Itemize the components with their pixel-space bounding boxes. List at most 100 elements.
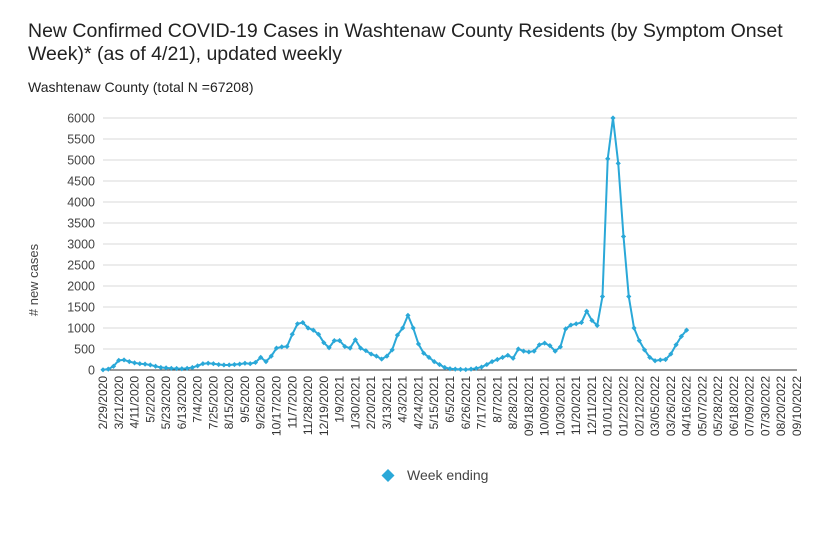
data-point[interactable] [195,363,201,369]
data-point[interactable] [263,359,269,365]
legend[interactable]: Week ending [381,467,489,483]
data-point[interactable] [668,351,674,357]
data-point[interactable] [226,362,232,368]
data-point[interactable] [268,353,274,359]
data-point[interactable] [662,356,669,363]
data-point[interactable] [478,364,485,370]
data-point[interactable] [536,342,542,348]
data-point[interactable] [242,360,248,366]
data-point[interactable] [163,365,169,371]
data-point[interactable] [221,362,227,368]
data-point[interactable] [294,321,301,327]
data-point[interactable] [252,359,259,366]
data-point[interactable] [137,361,143,367]
data-point[interactable] [547,343,553,349]
data-point[interactable] [641,347,648,353]
data-point[interactable] [431,359,437,365]
data-point[interactable] [557,344,564,350]
data-point[interactable] [494,356,500,363]
data-point[interactable] [673,342,679,348]
data-point[interactable] [636,338,642,344]
data-point[interactable] [421,350,427,356]
data-point[interactable] [473,365,479,371]
data-point[interactable] [247,361,253,367]
data-point[interactable] [179,366,185,372]
data-point[interactable] [142,361,148,367]
data-point[interactable] [515,346,521,352]
data-point[interactable] [205,360,211,366]
data-point[interactable] [352,337,358,343]
data-point[interactable] [683,327,690,333]
data-point[interactable] [110,363,117,369]
data-point[interactable] [526,349,532,355]
data-point[interactable] [531,348,537,354]
data-point[interactable] [394,332,401,338]
data-point[interactable] [216,361,222,368]
data-point[interactable] [620,233,627,240]
data-point[interactable] [331,338,337,344]
data-point[interactable] [315,331,322,337]
data-point[interactable] [237,361,243,367]
data-point[interactable] [594,322,600,329]
data-point[interactable] [652,358,658,364]
data-point[interactable] [189,364,195,371]
data-point[interactable] [384,353,390,359]
data-point[interactable] [152,363,159,369]
data-point[interactable] [410,325,416,331]
data-point[interactable] [599,293,606,300]
data-point[interactable] [447,366,453,372]
data-point[interactable] [184,365,190,371]
data-point[interactable] [126,359,132,365]
data-point[interactable] [210,361,217,367]
data-point[interactable] [121,357,127,363]
data-point[interactable] [573,321,579,327]
data-point[interactable] [605,156,611,162]
data-point[interactable] [647,354,653,360]
data-point[interactable] [131,360,138,366]
data-point[interactable] [457,366,464,372]
data-point[interactable] [363,348,369,354]
data-point[interactable] [452,366,458,372]
data-point[interactable] [563,326,569,332]
data-point[interactable] [510,355,516,361]
data-point[interactable] [657,357,663,363]
data-point[interactable] [326,345,332,351]
data-point[interactable] [436,361,443,368]
data-point[interactable] [116,357,122,363]
data-point[interactable] [615,160,621,166]
data-point[interactable] [168,365,174,371]
data-point[interactable] [231,361,238,368]
data-point[interactable] [358,345,364,351]
data-point[interactable] [305,325,311,331]
data-point[interactable] [578,319,585,326]
data-point[interactable] [589,317,595,324]
data-point[interactable] [147,362,153,368]
data-point[interactable] [379,356,385,362]
data-point[interactable] [468,366,474,372]
data-point[interactable] [321,340,327,346]
data-point[interactable] [631,325,637,331]
data-point[interactable] [105,366,111,372]
data-point[interactable] [289,331,295,337]
data-point[interactable] [158,364,164,371]
data-point[interactable] [342,343,348,350]
data-point[interactable] [484,361,490,368]
data-point[interactable] [442,364,448,371]
data-point[interactable] [505,352,511,358]
data-point[interactable] [568,322,574,328]
data-point[interactable] [678,333,684,339]
data-point[interactable] [584,308,590,314]
data-point[interactable] [405,312,411,318]
data-point[interactable] [400,325,406,331]
data-point[interactable] [279,344,285,350]
data-point[interactable] [521,348,527,354]
data-point[interactable] [300,319,306,326]
data-point[interactable] [463,366,469,373]
data-point[interactable] [552,348,558,354]
data-point[interactable] [273,345,280,351]
data-point[interactable] [258,354,264,360]
data-point[interactable] [368,351,374,357]
data-point[interactable] [626,293,632,300]
data-point[interactable] [336,338,343,344]
data-point[interactable] [610,115,616,121]
